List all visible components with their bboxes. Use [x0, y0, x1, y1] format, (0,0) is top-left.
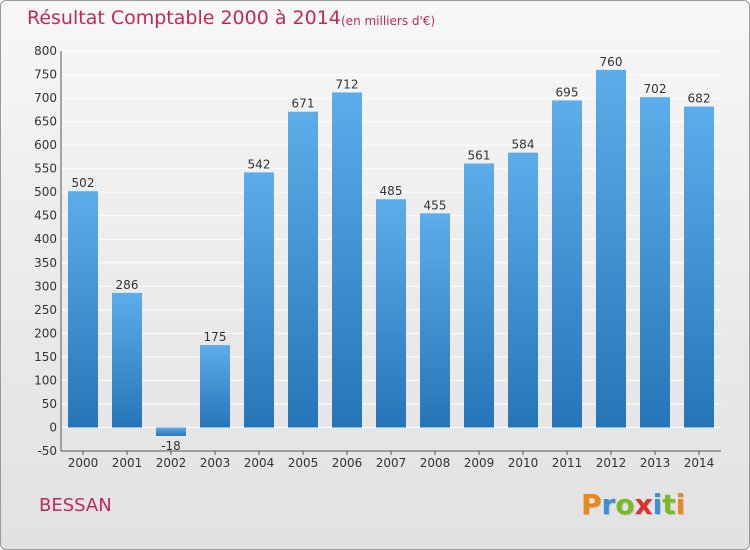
logo-letter: i: [675, 488, 686, 521]
logo-letter: i: [652, 488, 663, 521]
bar-value-label: 682: [688, 92, 711, 106]
x-tick-label: 2004: [244, 456, 275, 470]
value-labels: 502 286 -18 175 542 671 712 485 455 561 584 695 760 7…: [72, 55, 711, 453]
bar: [156, 427, 186, 436]
bar-value-label: 671: [292, 97, 315, 111]
bar: [200, 345, 230, 428]
x-tick-label: 2000: [68, 456, 99, 470]
y-tick-label: 50: [42, 397, 57, 411]
x-tick-label: 2012: [596, 456, 627, 470]
x-tick-label: 2013: [640, 456, 671, 470]
logo-letter: r: [601, 488, 616, 521]
bar: [332, 92, 362, 428]
bar: [376, 199, 406, 428]
bar-value-label: 561: [468, 148, 491, 162]
bar-value-label: 485: [380, 184, 403, 198]
bar: [640, 97, 670, 428]
bar: [244, 172, 274, 428]
x-tick-label: 2007: [376, 456, 407, 470]
axes: -50 0 50 100 150 200 250 300 350 400 450 500 550 600 6…: [34, 44, 721, 470]
x-tick-label: 2005: [288, 456, 319, 470]
bar-value-label: 502: [72, 176, 95, 190]
x-tick-label: 2001: [112, 456, 143, 470]
y-tick-label: 450: [34, 209, 57, 223]
y-tick-label: 300: [34, 279, 57, 293]
bar-value-label: 760: [600, 55, 623, 69]
bar: [112, 292, 142, 428]
logo-letter: P: [581, 488, 602, 521]
bar-value-label: 286: [116, 278, 139, 292]
y-tick-label: 750: [34, 68, 57, 82]
y-tick-label: 150: [34, 350, 57, 364]
x-tick-label: 2003: [200, 456, 231, 470]
bar: [552, 100, 582, 428]
y-tick-label: 250: [34, 303, 57, 317]
x-tick-label: 2008: [420, 456, 451, 470]
y-tick-label: 800: [34, 44, 57, 58]
bar-value-label: 175: [204, 330, 227, 344]
chart-title: Résultat Comptable 2000 à 2014: [27, 7, 341, 29]
y-tick-label: 400: [34, 232, 57, 246]
x-tick-label: 2002: [156, 456, 187, 470]
y-tick-label: -50: [37, 444, 57, 458]
y-tick-label: 600: [34, 138, 57, 152]
y-tick-label: 350: [34, 256, 57, 270]
bar-value-label: 702: [644, 82, 667, 96]
commune-name: BESSAN: [39, 495, 112, 516]
y-tick-label: 700: [34, 91, 57, 105]
bar: [596, 69, 626, 428]
y-tick-label: 500: [34, 185, 57, 199]
bar: [288, 111, 318, 428]
bar: [420, 213, 450, 428]
logo-letter: x: [634, 488, 653, 521]
bar-value-label: 712: [336, 77, 359, 91]
logo-letter: o: [615, 488, 635, 521]
y-tick-label: 100: [34, 373, 57, 387]
bar: [508, 152, 538, 428]
bar-value-label: 542: [248, 157, 271, 171]
bar-value-label: 695: [556, 85, 579, 99]
bar-value-label: -18: [161, 439, 181, 453]
y-tick-label: 550: [34, 162, 57, 176]
y-tick-label: 200: [34, 326, 57, 340]
x-tick-label: 2011: [552, 456, 583, 470]
bar-value-label: 584: [512, 138, 535, 152]
x-tick-label: 2006: [332, 456, 363, 470]
x-tick-label: 2010: [508, 456, 539, 470]
bar: [684, 106, 714, 428]
x-tick-label: 2009: [464, 456, 495, 470]
y-tick-label: 0: [49, 420, 57, 434]
bar: [464, 163, 494, 428]
chart-subtitle: (en milliers d'€): [341, 14, 436, 28]
bar-value-label: 455: [424, 198, 447, 212]
bar: [68, 191, 98, 428]
logo-letter: t: [662, 488, 676, 521]
proxiti-logo: Proxiti: [581, 488, 685, 521]
y-tick-label: 650: [34, 115, 57, 129]
x-tick-label: 2014: [684, 456, 715, 470]
bars: [68, 69, 714, 436]
